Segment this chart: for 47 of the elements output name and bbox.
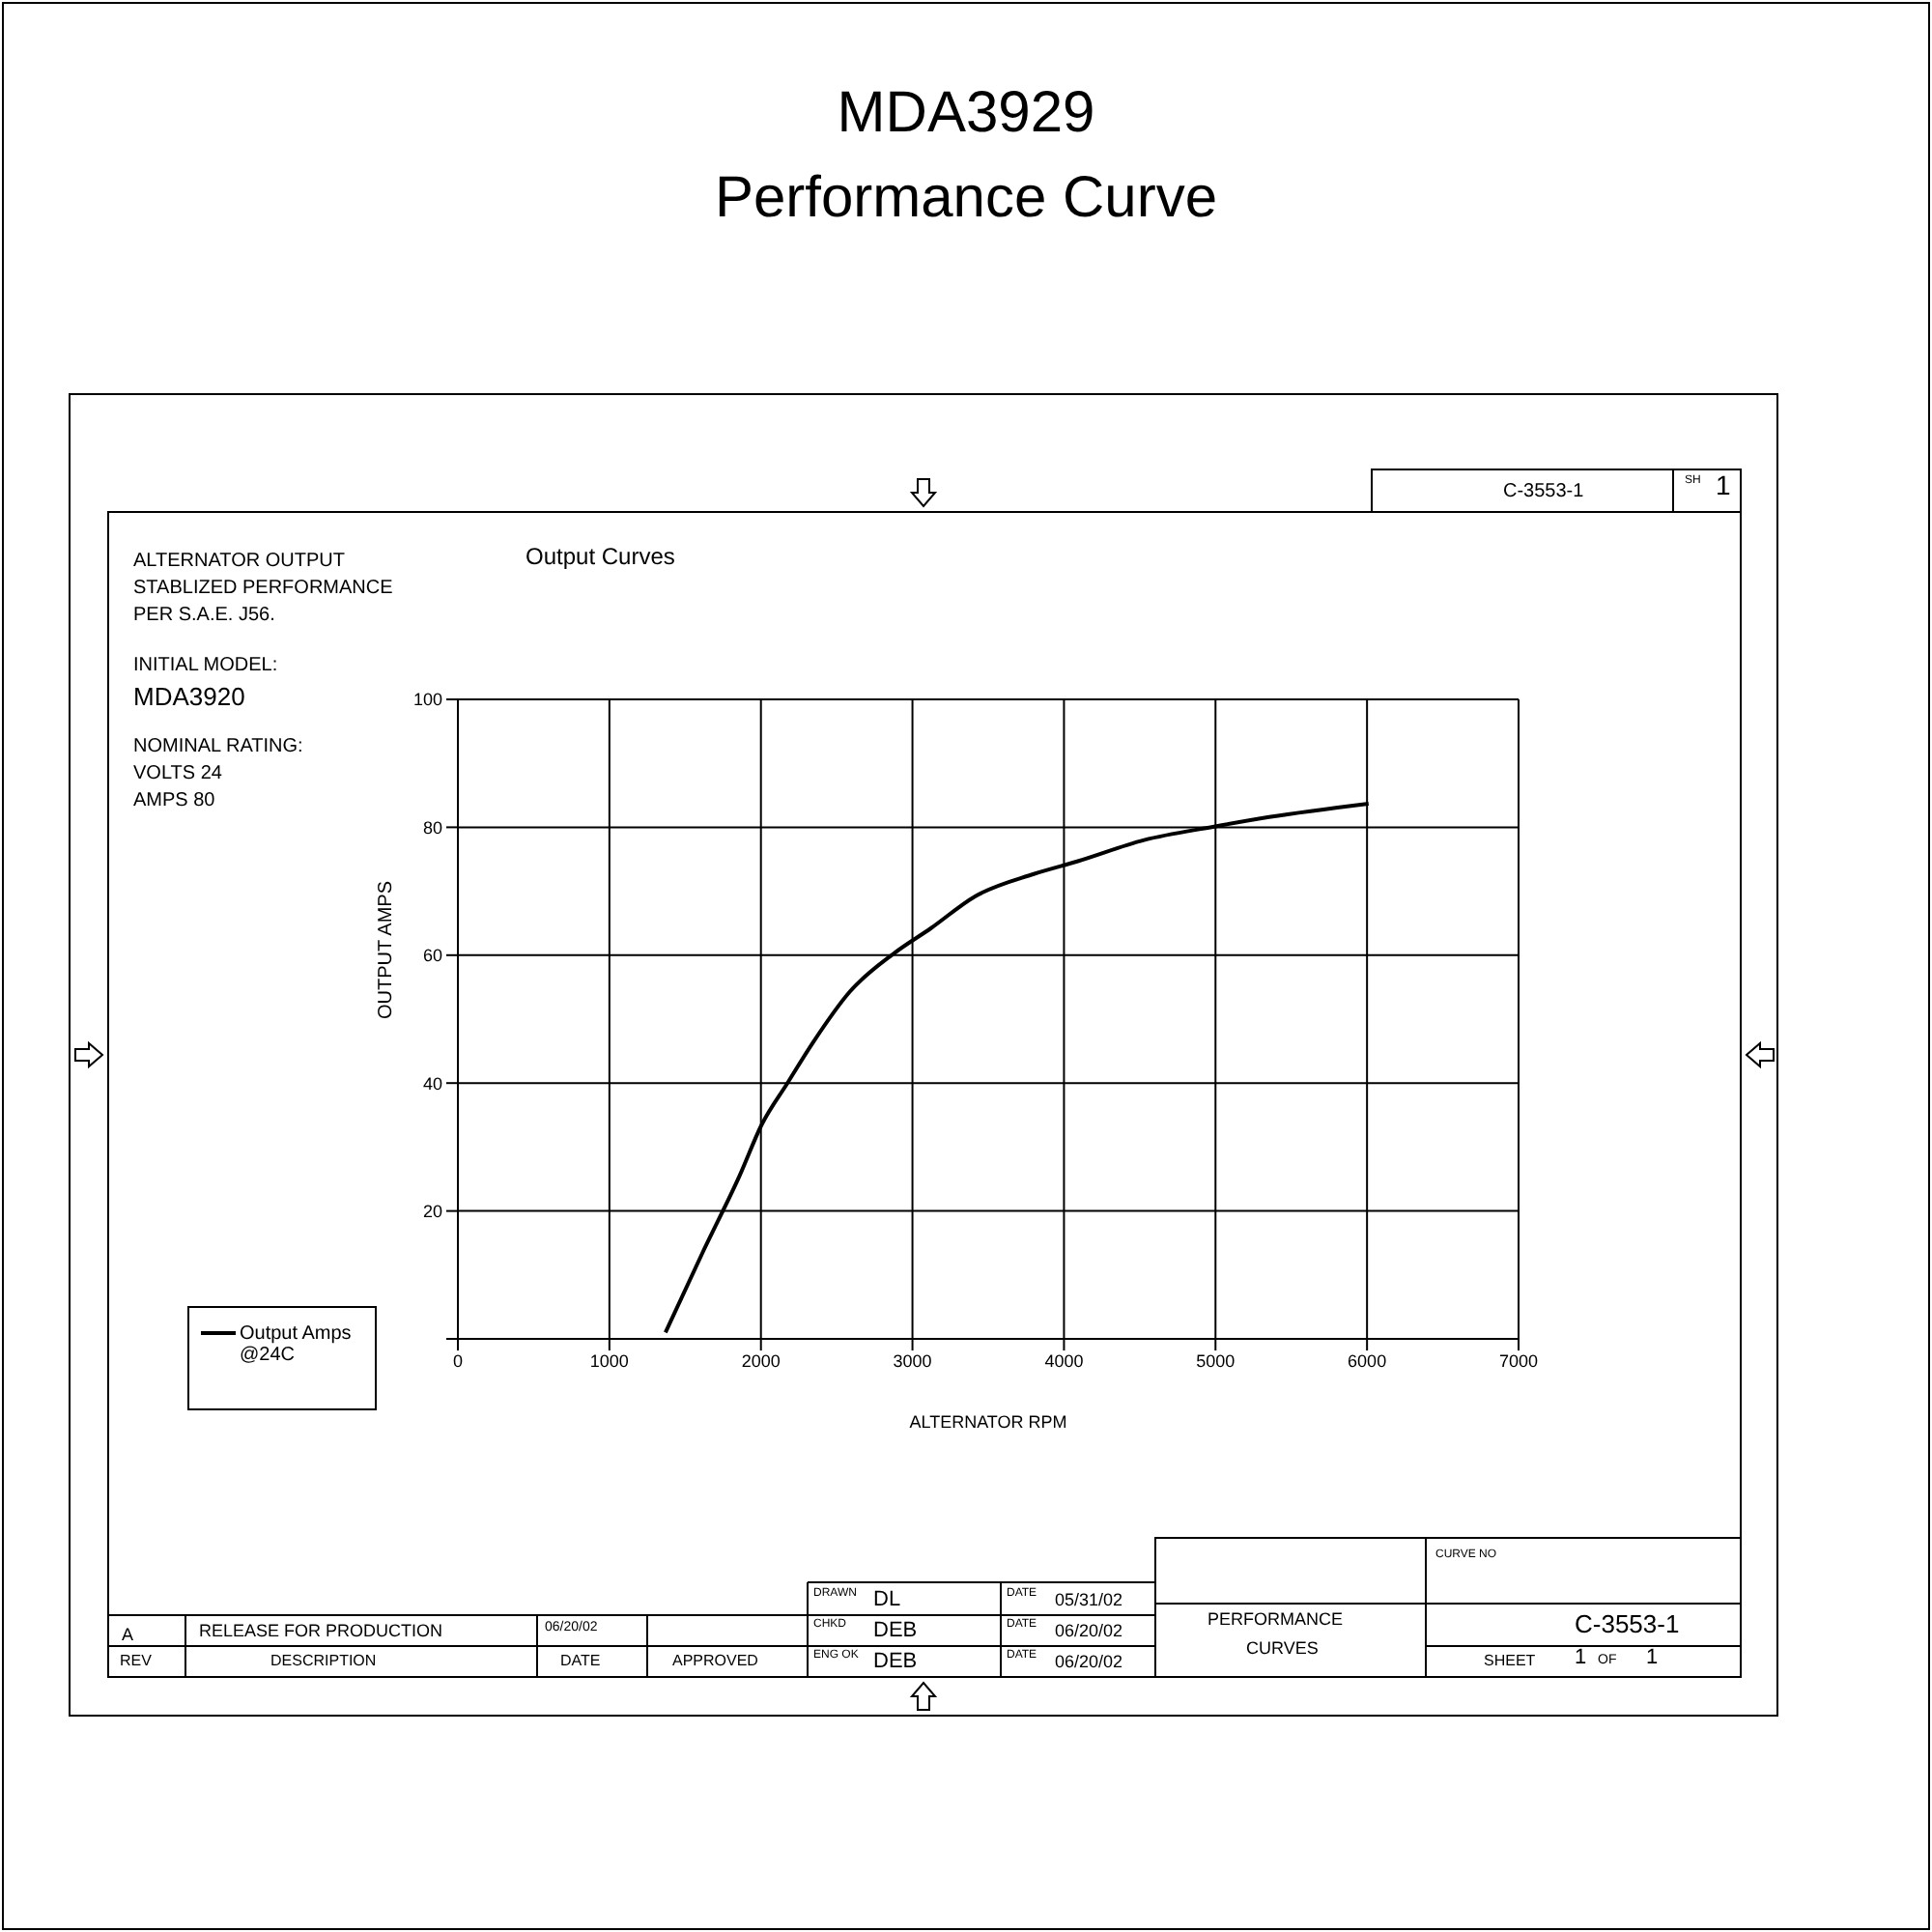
text: DESCRIPTION [270, 1652, 377, 1669]
x-tick-label: 0 [452, 1350, 464, 1371]
x-axis-title: ALTERNATOR RPM [909, 1412, 1067, 1432]
legend-label: Output Amps @24C [240, 1323, 354, 1366]
text: NOMINAL RATING: [133, 736, 303, 757]
y-tick-label: 100 [412, 690, 442, 710]
text: 1 [1716, 469, 1731, 500]
text: 05/31/02 [1055, 1590, 1123, 1609]
x-tick-label: 6000 [1348, 1350, 1387, 1371]
text: AMPS 80 [133, 790, 215, 811]
x-tick-label: 3000 [893, 1350, 932, 1371]
chart-subtitle: Performance Curve [712, 166, 1220, 232]
text: DEB [873, 1619, 918, 1642]
text: C-3553-1 [1575, 1609, 1680, 1638]
text: DL [873, 1588, 901, 1611]
x-tick-label: 4000 [1044, 1350, 1084, 1371]
x-tick-label: 7000 [1498, 1350, 1539, 1371]
y-axis-title: OUTPUT AMPS [376, 880, 398, 1019]
y-tick-label: 20 [422, 1201, 442, 1221]
text: A [122, 1625, 134, 1644]
text: MDA3920 [133, 682, 245, 711]
text: DATE [560, 1652, 601, 1669]
text: C-3553-1 [1503, 481, 1584, 502]
text: REV [120, 1652, 152, 1669]
text: INITIAL MODEL: [133, 655, 278, 676]
text: RELEASE FOR PRODUCTION [199, 1621, 443, 1640]
y-tick-label: 80 [422, 817, 442, 838]
text: Output Curves [526, 543, 675, 570]
text: SHEET [1484, 1652, 1536, 1669]
text: ALTERNATOR OUTPUT [133, 551, 345, 572]
text: PER S.A.E. J56. [133, 605, 275, 626]
x-tick-label: 2000 [741, 1350, 781, 1371]
y-tick-label: 60 [422, 946, 442, 966]
text: APPROVED [672, 1652, 758, 1669]
text: CURVES [1246, 1638, 1319, 1658]
text: DEB [873, 1650, 918, 1673]
text: VOLTS 24 [133, 763, 222, 784]
x-tick-label: 1000 [589, 1350, 629, 1371]
text: PERFORMANCE [1208, 1609, 1344, 1629]
text: 1 [1575, 1646, 1587, 1669]
text: STABLIZED PERFORMANCE [133, 578, 393, 599]
y-tick-label: 40 [422, 1073, 442, 1094]
chart-title: MDA3929 [835, 81, 1097, 147]
x-tick-label: 5000 [1196, 1350, 1236, 1371]
text: 06/20/02 [1055, 1621, 1123, 1640]
text: 1 [1646, 1646, 1659, 1669]
text: 06/20/02 [1055, 1652, 1123, 1671]
